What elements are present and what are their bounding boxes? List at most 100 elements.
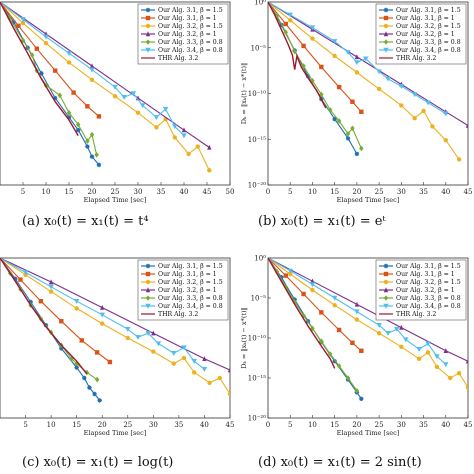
legend-marker [383,271,389,277]
data-point [403,337,409,343]
legend-entry: THR Alg. 3.2 [158,55,198,62]
data-point [283,21,288,27]
data-point [48,289,54,294]
data-point [89,154,95,159]
data-point [398,83,405,89]
legend-entry: Our Alg. 3.2, β = 1.5 [396,23,461,30]
x-tick-label: 30 [149,421,158,429]
data-point [345,136,351,141]
data-point [135,110,141,115]
data-point [319,310,324,315]
x-tick-label: 40 [441,421,450,429]
data-point [345,375,351,381]
series-1 [0,258,102,403]
x-axis-label: Elapsed Time [sec] [84,429,147,437]
plot-area [268,258,468,401]
data-point [121,94,127,100]
legend-entry: Our Alg. 3.1, β = 1 [158,271,217,278]
legend-entry: Our Alg. 3.4, β = 0.8 [396,47,461,54]
chart-panel-1: 5 10 15 20 25 30 35 40 45 50 Elapsed Time [sec] Our… [0,1,234,204]
plot-area [268,2,468,162]
data-point [309,25,316,31]
data-point [89,63,95,69]
legend-entry: Our Alg. 3.1, β = 1.5 [396,7,461,14]
series-5 [268,258,360,394]
series-6 [0,2,187,139]
data-point [310,325,315,332]
data-point [107,359,113,365]
series-6 [0,258,208,372]
data-point [310,278,315,284]
y-tick-label: 10⁻²⁰ [248,182,266,190]
legend-entry: Our Alg. 3.4, β = 0.8 [158,303,223,310]
data-point [465,385,468,390]
data-point [354,317,360,322]
legend-entry: Our Alg. 3.3, β = 0.8 [158,39,223,46]
data-point [456,371,462,376]
data-point [309,282,316,288]
data-point [354,54,360,60]
data-point [181,345,187,351]
data-point [59,346,64,351]
legend-marker [145,295,151,301]
data-point [376,331,382,336]
x-tick-label: 25 [375,421,384,429]
data-point [99,312,105,318]
data-point [465,122,468,128]
data-point [66,109,72,116]
data-point [363,56,369,62]
legend-entry: Our Alg. 3.1, β = 1 [158,15,217,22]
series-line [268,2,327,109]
legend-marker [383,47,389,53]
legend-marker [145,31,151,37]
x-tick-label: 40 [180,188,189,196]
legend-entry: Our Alg. 3.2, β = 1.5 [396,279,461,286]
data-point [76,121,81,128]
data-point [207,168,212,173]
data-point [354,309,360,315]
data-point [172,135,177,140]
data-point [443,362,449,368]
data-point [359,348,364,353]
y-tick-label: 10⁻¹⁰ [248,90,266,98]
legend-marker [383,7,389,13]
data-point [39,71,44,76]
legend-entry: THR Alg. 3.2 [396,311,436,318]
data-point [385,76,391,82]
legend-entry: THR Alg. 3.2 [158,311,198,318]
series-line [0,258,230,371]
data-point [399,324,404,330]
data-point [331,295,338,301]
data-point [354,60,360,66]
y-axis-label: Dₖ = ‖xₖ(t) − x*(t)‖ [240,63,248,125]
series-7 [0,2,79,136]
x-tick-label: 5 [23,421,27,429]
data-point [96,114,102,119]
data-point [354,151,360,157]
legend-marker [145,279,151,285]
legend-entry: Our Alg. 3.2, β = 1 [396,31,455,38]
data-point [172,124,178,130]
data-point [125,335,130,341]
legend-entry: Our Alg. 3.1, β = 1 [396,15,455,22]
data-point [443,348,448,353]
data-point [79,338,84,343]
data-point [154,125,159,130]
x-tick-label: 30 [397,421,406,429]
data-point [16,23,21,28]
data-point [227,391,230,397]
y-tick-label: 10⁻¹⁵ [248,136,266,144]
series-line [0,258,98,381]
data-point [332,53,337,59]
data-point [20,17,26,23]
legend-entry: Our Alg. 3.2, β = 1 [396,287,455,294]
legend-marker [383,287,389,293]
data-point [181,133,187,139]
y-tick-label: 10⁰ [254,0,266,7]
x-tick-label: 35 [157,188,166,196]
data-point [59,319,64,324]
x-tick-label: 45 [203,188,212,196]
data-point [48,284,54,290]
x-tick-label: 10 [308,188,317,196]
data-point [66,115,72,120]
